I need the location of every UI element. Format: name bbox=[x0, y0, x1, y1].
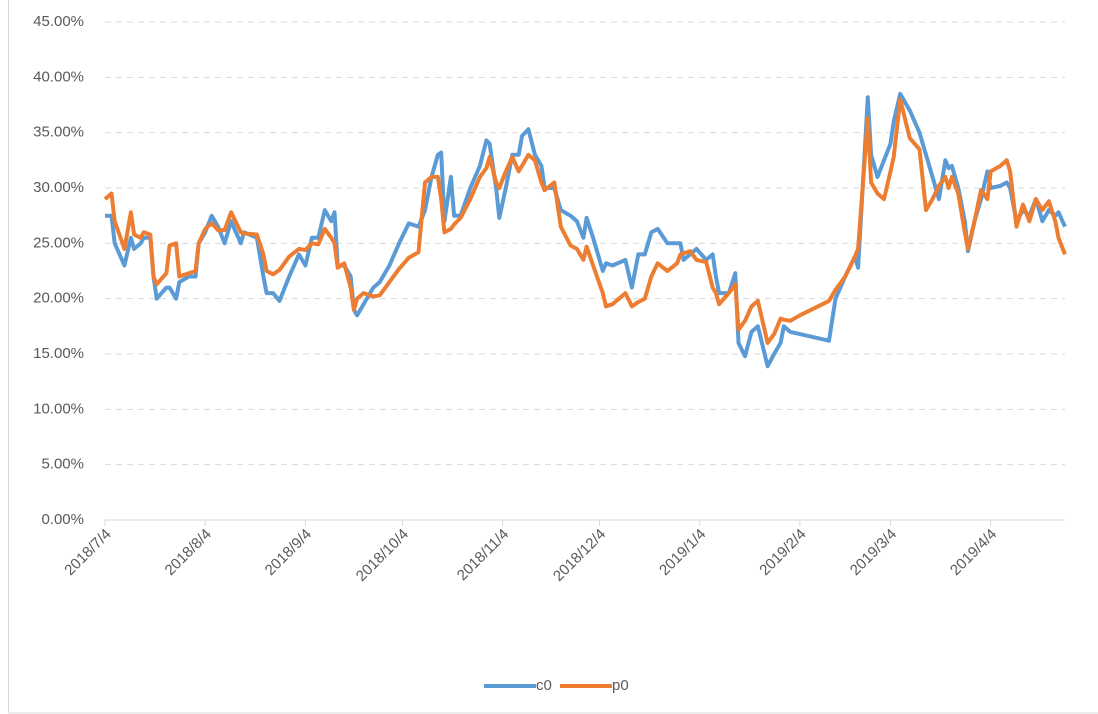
y-tick-label: 10.00% bbox=[33, 400, 84, 417]
y-tick-label: 25.00% bbox=[33, 234, 84, 251]
y-tick-label: 5.00% bbox=[41, 456, 84, 473]
legend-label: c0 bbox=[536, 677, 552, 694]
y-tick-label: 20.00% bbox=[33, 290, 84, 307]
y-tick-label: 30.00% bbox=[33, 179, 84, 196]
y-tick-label: 0.00% bbox=[41, 511, 84, 528]
y-tick-label: 15.00% bbox=[33, 345, 84, 362]
y-tick-label: 40.00% bbox=[33, 68, 84, 85]
y-tick-label: 35.00% bbox=[33, 124, 84, 141]
chart-frame bbox=[8, 0, 1098, 714]
series-line bbox=[103, 97, 1067, 345]
legend-label: p0 bbox=[612, 677, 629, 694]
y-tick-label: 45.00% bbox=[33, 13, 84, 30]
